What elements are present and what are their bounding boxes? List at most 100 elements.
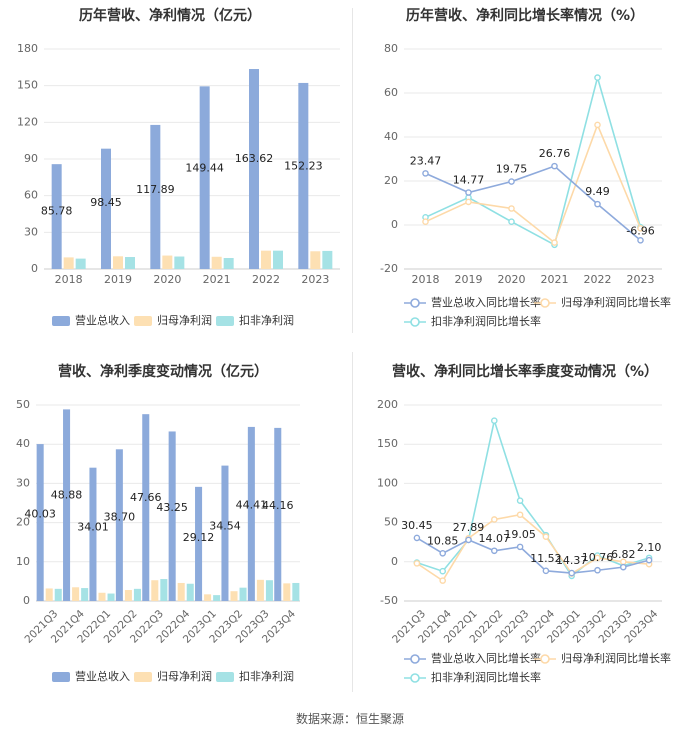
quarterly-revenue-bar-1 xyxy=(177,582,185,601)
quarterly-growth-y-tick: 100 xyxy=(377,476,398,489)
quarterly-growth-data-label: 6.82 xyxy=(611,548,636,561)
quarterly-revenue-legend-label: 营业总收入 xyxy=(75,669,130,683)
annual-revenue-x-tick: 2022 xyxy=(252,273,280,286)
annual-revenue-y-tick: 150 xyxy=(17,79,38,92)
annual-growth-point-1 xyxy=(465,198,472,206)
quarterly-growth-data-label: 10.85 xyxy=(427,534,459,547)
annual-growth-point-0 xyxy=(465,189,472,196)
annual-growth-x-tick: 2021 xyxy=(541,273,569,286)
quarterly-revenue-legend-swatch xyxy=(216,672,234,682)
quarterly-revenue-bar-0 xyxy=(195,486,203,601)
quarterly-growth-point-2 xyxy=(439,567,447,575)
annual-growth-data-label: 14.77 xyxy=(453,174,485,187)
annual-growth-x-tick: 2019 xyxy=(455,273,483,286)
quarterly-revenue-bar-1 xyxy=(72,587,80,601)
annual-revenue-x-tick: 2021 xyxy=(203,273,231,286)
quarterly-revenue-bar-2 xyxy=(107,593,115,601)
annual-growth-y-tick: -20 xyxy=(380,262,398,275)
annual-growth-x-tick: 2023 xyxy=(627,273,655,286)
quarterly-revenue-bar-1 xyxy=(204,594,212,601)
quarterly-revenue-bar-1 xyxy=(151,580,159,601)
annual-revenue-bar-1 xyxy=(310,251,321,269)
annual-growth-y-tick: 80 xyxy=(384,42,398,55)
quarterly-revenue-y-tick: 30 xyxy=(16,476,30,489)
quarterly-revenue-data-label: 44.16 xyxy=(262,499,294,512)
quarterly-revenue-bar-2 xyxy=(292,582,300,601)
quarterly-revenue-bar-0 xyxy=(142,414,150,601)
quarterly-revenue-y-tick: 10 xyxy=(16,555,30,568)
quarterly-revenue-bar-1 xyxy=(256,579,264,601)
annual-revenue-bar-2 xyxy=(125,257,135,269)
vertical-divider-bottom xyxy=(352,352,353,692)
quarterly-revenue-data-label: 48.88 xyxy=(51,489,83,502)
quarterly-revenue-bar-2 xyxy=(133,588,141,601)
annual-revenue-x-tick: 2020 xyxy=(153,273,181,286)
annual-growth-point-2 xyxy=(508,218,515,225)
quarterly-revenue-data-label: 34.54 xyxy=(209,520,241,533)
quarterly-revenue-title: 营收、净利季度变动情况（亿元） xyxy=(58,363,268,380)
quarterly-revenue-bar-0 xyxy=(115,449,123,601)
annual-growth-point-1 xyxy=(637,224,644,232)
quarterly-revenue-bar-2 xyxy=(186,583,194,601)
annual-revenue-data-label: 149.44 xyxy=(185,162,224,175)
annual-growth-data-label: 9.49 xyxy=(585,185,610,198)
annual-growth-x-tick: 2022 xyxy=(584,273,612,286)
annual-revenue-x-tick: 2018 xyxy=(55,273,83,286)
quarterly-revenue-bar-2 xyxy=(239,587,247,601)
annual-revenue-bar-0 xyxy=(101,148,111,269)
annual-revenue-bar-0 xyxy=(249,69,259,270)
annual-growth-line-2 xyxy=(425,74,642,246)
quarterly-growth-line-1 xyxy=(416,513,650,582)
annual-revenue-title: 历年营收、净利情况（亿元） xyxy=(79,7,261,24)
annual-revenue-bar-1 xyxy=(113,256,123,269)
annual-revenue-legend-swatch xyxy=(216,316,234,326)
quarterly-revenue-y-tick: 40 xyxy=(16,437,30,450)
quarterly-growth-line-0 xyxy=(416,537,650,574)
quarterly-growth-legend-marker xyxy=(410,673,420,683)
annual-revenue-data-label: 98.45 xyxy=(90,196,122,209)
quarterly-revenue-legend-swatch xyxy=(134,672,152,682)
quarterly-growth-y-tick: 200 xyxy=(377,398,398,411)
annual-revenue-legend-label: 扣非净利润 xyxy=(239,313,294,327)
annual-growth-title: 历年营收、净利同比增长率情况（%） xyxy=(406,7,644,24)
quarterly-growth-y-tick: -50 xyxy=(380,594,398,607)
annual-revenue-bar-1 xyxy=(63,257,74,269)
annual-growth-y-tick: 20 xyxy=(384,174,398,187)
annual-revenue-bar-0 xyxy=(199,86,210,270)
quarterly-revenue-data-label: 34.01 xyxy=(77,521,109,534)
quarterly-revenue-bar-1 xyxy=(98,592,106,601)
quarterly-growth-point-0 xyxy=(413,534,421,542)
annual-revenue-y-tick: 30 xyxy=(24,225,38,238)
quarterly-revenue-bar-0 xyxy=(89,467,97,601)
quarterly-growth-data-label: 30.45 xyxy=(401,519,433,532)
quarterly-revenue-bar-0 xyxy=(247,426,255,601)
quarterly-revenue-bar-0 xyxy=(221,465,229,601)
annual-revenue-bar-2 xyxy=(273,250,283,269)
annual-growth-data-label: 23.47 xyxy=(410,154,442,167)
vertical-divider-top xyxy=(352,8,353,333)
quarterly-revenue-data-label: 47.66 xyxy=(130,491,162,504)
annual-growth-y-tick: 60 xyxy=(384,86,398,99)
annual-growth-point-2 xyxy=(594,74,601,81)
annual-growth-y-tick: 0 xyxy=(391,218,398,231)
annual-growth-data-label: 19.75 xyxy=(496,163,528,176)
quarterly-revenue-y-tick: 20 xyxy=(16,516,30,529)
annual-revenue-bar-1 xyxy=(162,255,173,269)
annual-revenue-y-tick: 60 xyxy=(24,189,38,202)
annual-growth-legend-marker xyxy=(410,317,420,327)
annual-revenue-legend-label: 营业总收入 xyxy=(75,313,130,327)
annual-growth-point-1 xyxy=(422,218,429,225)
annual-growth-point-0 xyxy=(594,200,601,208)
annual-revenue-bar-2 xyxy=(223,258,234,269)
quarterly-growth-legend-marker xyxy=(410,654,420,664)
quarterly-growth-legend-label: 归母净利润同比增长率 xyxy=(561,651,671,665)
quarterly-growth-data-label: 14.07 xyxy=(479,532,511,545)
quarterly-revenue-data-label: 43.25 xyxy=(156,501,188,514)
quarterly-growth-point-2 xyxy=(516,497,524,504)
annual-growth-line-0 xyxy=(425,165,642,241)
quarterly-revenue-bar-0 xyxy=(63,409,71,601)
quarterly-revenue-bar-1 xyxy=(45,588,53,601)
annual-growth-point-0 xyxy=(551,162,558,170)
annual-growth-legend-marker xyxy=(540,298,550,308)
quarterly-growth-point-1 xyxy=(516,511,524,519)
